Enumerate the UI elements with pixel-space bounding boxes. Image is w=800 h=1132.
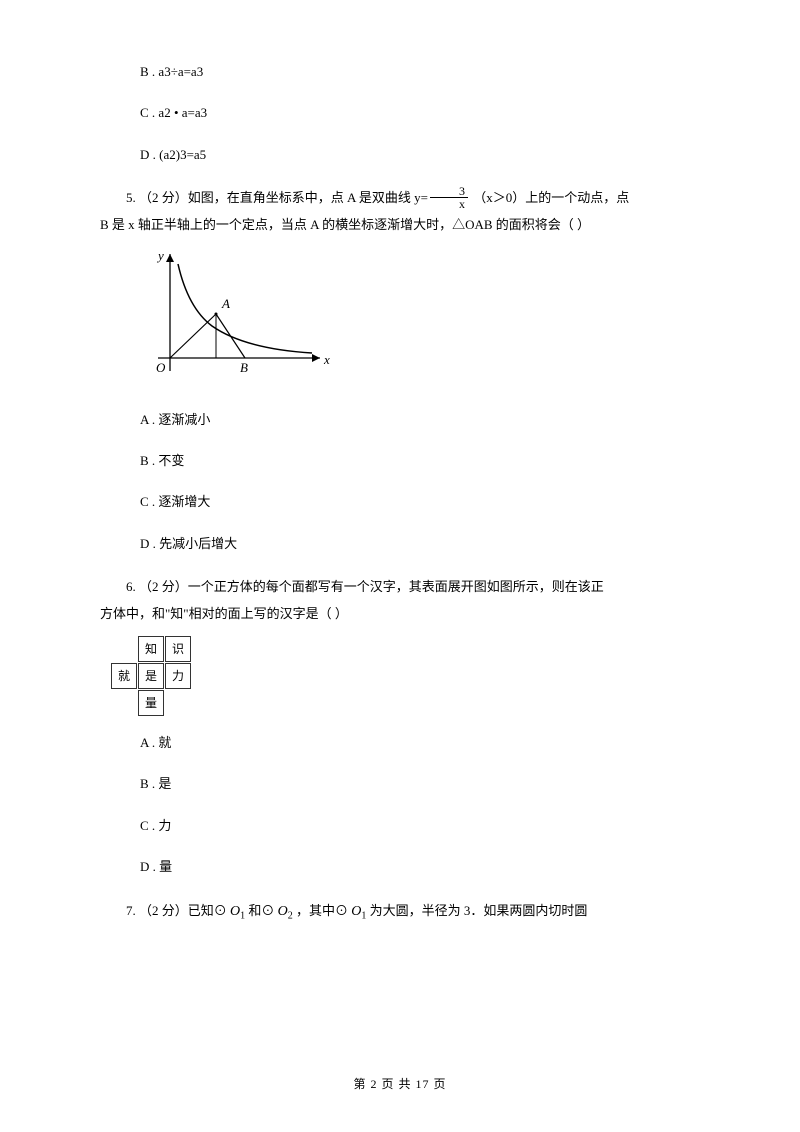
svg-text:O: O xyxy=(156,360,166,375)
q6-stem-line2: 方体中，和"知"相对的面上写的汉字是（ ） xyxy=(100,602,700,625)
page-footer: 第 2 页 共 17 页 xyxy=(0,1074,800,1096)
q6-stem-line1: 6. （2 分）一个正方体的每个面都写有一个汉字，其表面展开图如图所示，则在该正 xyxy=(100,573,700,602)
svg-text:A: A xyxy=(221,296,230,311)
q6-net: 知 识 就 是 力 量 xyxy=(100,635,700,717)
net-cell-liang: 量 xyxy=(138,690,164,716)
q6-option-c: C . 力 xyxy=(100,814,700,837)
q5-stem-line2: B 是 x 轴正半轴上的一个定点，当点 A 的横坐标逐渐增大时，△OAB 的面积… xyxy=(100,213,700,236)
q4-option-c: C . a2 • a=a3 xyxy=(100,101,700,124)
q5-stem-part2: （x＞0）上的一个动点，点 xyxy=(470,190,629,205)
net-cell-shi: 识 xyxy=(165,636,191,662)
q7-o1: O xyxy=(230,904,240,919)
q6-option-b: B . 是 xyxy=(100,772,700,795)
svg-text:B: B xyxy=(240,360,248,375)
q6-option-d: D . 量 xyxy=(100,855,700,878)
q4-option-d: D . (a2)3=a5 xyxy=(100,143,700,166)
q5-option-a: A . 逐渐减小 xyxy=(100,408,700,431)
q7-o2: O xyxy=(278,904,288,919)
q5-fraction: 3x xyxy=(430,185,468,210)
question-6: 6. （2 分）一个正方体的每个面都写有一个汉字，其表面展开图如图所示，则在该正… xyxy=(100,573,700,625)
q6-option-a: A . 就 xyxy=(100,731,700,754)
net-cell-li: 力 xyxy=(165,663,191,689)
q4-option-b: B . a3÷a=a3 xyxy=(100,60,700,83)
q5-stem-part1: 5. （2 分）如图，在直角坐标系中，点 A 是双曲线 y= xyxy=(126,190,428,205)
svg-text:x: x xyxy=(323,352,330,367)
q5-option-b: B . 不变 xyxy=(100,449,700,472)
q7-mid1: 和⊙ xyxy=(245,903,278,918)
q5-option-c: C . 逐渐增大 xyxy=(100,490,700,513)
question-7: 7. （2 分）已知⊙ O1 和⊙ O2 ，其中⊙ O1 为大圆，半径为 3．如… xyxy=(100,897,700,928)
net-cell-zhi: 知 xyxy=(138,636,164,662)
q7-part1: 7. （2 分）已知⊙ xyxy=(126,903,230,918)
q7-tail: 为大圆，半径为 3．如果两圆内切时圆 xyxy=(366,903,587,918)
q5-option-d: D . 先减小后增大 xyxy=(100,532,700,555)
q7-o3: O xyxy=(351,904,361,919)
q5-graph: A B O x y xyxy=(100,246,700,393)
net-cell-jiu: 就 xyxy=(111,663,137,689)
svg-text:y: y xyxy=(156,248,164,263)
question-5: 5. （2 分）如图，在直角坐标系中，点 A 是双曲线 y=3x （x＞0）上的… xyxy=(100,184,700,236)
q7-mid2: ，其中⊙ xyxy=(293,903,352,918)
net-cell-shi2: 是 xyxy=(138,663,164,689)
